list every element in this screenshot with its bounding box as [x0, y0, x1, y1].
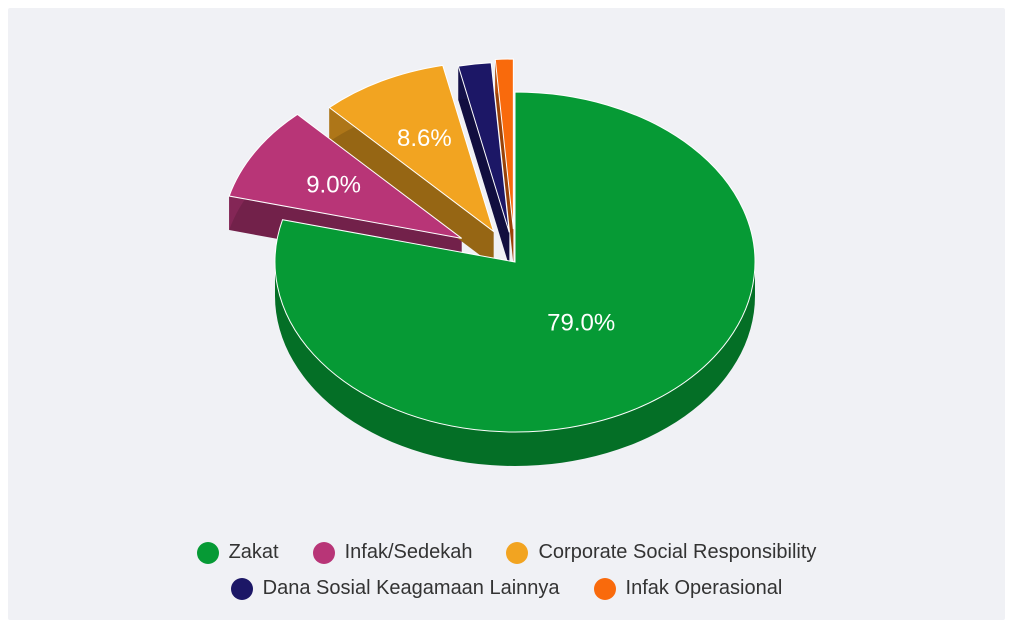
legend-label: Infak/Sedekah: [345, 541, 473, 564]
slice-label-zakat: 79.0%: [547, 309, 615, 336]
legend-label: Dana Sosial Keagamaan Lainnya: [263, 577, 560, 600]
legend-item-infak-operasional[interactable]: Infak Operasional: [594, 577, 783, 600]
legend-label: Corporate Social Responsibility: [538, 541, 816, 564]
legend-marker: [197, 542, 219, 564]
slice-label-corporate-social-responsibility: 8.6%: [397, 125, 452, 152]
legend-item-zakat[interactable]: Zakat: [197, 541, 279, 564]
legend-item-csr[interactable]: Corporate Social Responsibility: [506, 541, 816, 564]
legend-label: Zakat: [229, 541, 279, 564]
legend-item-infak-sedekah[interactable]: Infak/Sedekah: [313, 541, 473, 564]
legend-marker: [231, 578, 253, 600]
legend-marker: [506, 542, 528, 564]
legend-row-2: Dana Sosial Keagamaan Lainnya Infak Oper…: [0, 577, 1013, 600]
slice-label-infak-sedekah: 9.0%: [306, 172, 361, 199]
legend-row-1: Zakat Infak/Sedekah Corporate Social Res…: [0, 541, 1013, 564]
legend-marker: [313, 542, 335, 564]
legend-item-dana-sosial[interactable]: Dana Sosial Keagamaan Lainnya: [231, 577, 560, 600]
legend-label: Infak Operasional: [626, 577, 783, 600]
legend-marker: [594, 578, 616, 600]
